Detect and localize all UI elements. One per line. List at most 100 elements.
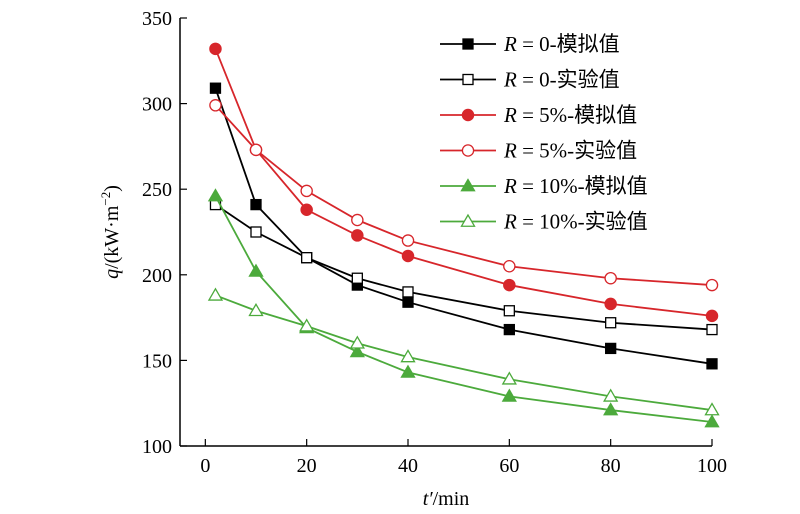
data-point [503, 323, 515, 336]
legend-label-text: = 5%-模拟值 [517, 103, 637, 127]
data-point [501, 371, 517, 385]
data-point [300, 184, 313, 198]
data-point [351, 229, 364, 242]
y-tick-label: 200 [142, 265, 172, 287]
legend-label-text: = 10%-实验值 [517, 210, 648, 234]
y-tick-label: 300 [142, 94, 172, 116]
legend-marker [461, 108, 475, 122]
data-point [604, 297, 617, 311]
data-point [209, 99, 222, 112]
data-point [400, 364, 416, 378]
data-point [603, 388, 619, 402]
data-point [209, 42, 222, 56]
legend-label: R = 5%-实验值 [503, 139, 637, 163]
legend-item: R = 5%-模拟值 [440, 103, 637, 127]
legend-label: R = 5%-模拟值 [503, 103, 637, 127]
data-point [401, 249, 415, 263]
y-tick-label: 150 [142, 350, 172, 372]
y-axis-label-var: q [101, 269, 123, 279]
legend-label-var: R [503, 139, 517, 163]
data-point [605, 342, 617, 355]
y-tick-label: 250 [142, 179, 172, 201]
data-point [209, 82, 222, 94]
legend-item: R = 0-实验值 [440, 68, 620, 92]
data-point [603, 402, 619, 416]
data-point [402, 296, 414, 308]
data-point [250, 198, 262, 211]
x-tick-label: 80 [601, 455, 621, 477]
legend-label-var: R [503, 68, 517, 92]
data-point [705, 278, 719, 292]
legend-marker [462, 38, 474, 50]
data-point [503, 278, 516, 292]
data-point [401, 234, 415, 247]
y-axis-label-unit: /(kW·m [101, 205, 123, 269]
legend-marker [461, 144, 475, 157]
series-4 [209, 99, 719, 292]
series-line [214, 104, 713, 286]
data-point [248, 302, 264, 317]
data-point [503, 259, 516, 273]
legend-label: R = 0-实验值 [503, 68, 620, 92]
x-tick-label: 60 [499, 455, 519, 477]
series-layer [207, 42, 720, 428]
data-point [402, 286, 414, 298]
legend-item: R = 5%-实验值 [440, 139, 637, 163]
x-axis-label-unit: /min [433, 488, 470, 510]
data-point [604, 271, 617, 285]
legend-label-text: = 0-实验值 [517, 68, 620, 92]
axes: 0 20 40 60 80 100 100 150 200 250 300 350 [142, 8, 727, 477]
data-point [207, 188, 224, 202]
data-point [349, 344, 365, 358]
data-point [706, 358, 718, 370]
y-axis-label: q/(kW·m−2) [98, 185, 123, 279]
x-tick-label: 40 [398, 455, 418, 477]
x-tick-label: 20 [297, 455, 317, 477]
data-point [349, 335, 365, 349]
data-point [705, 309, 719, 323]
data-point [704, 414, 720, 428]
series-line [214, 203, 713, 331]
legend-label-var: R [503, 174, 517, 198]
y-tick-label: 100 [142, 436, 172, 458]
data-point [351, 272, 363, 284]
data-point [501, 388, 517, 402]
legend-label-text: = 0-模拟值 [517, 32, 620, 56]
legend-marker [462, 73, 474, 86]
legend-label-text: = 5%-实验值 [517, 139, 637, 163]
series-6 [207, 287, 720, 416]
series-line [214, 87, 713, 365]
data-point [207, 287, 224, 301]
legend-label: R = 10%-模拟值 [503, 174, 648, 198]
legend-label-var: R [503, 32, 517, 56]
series-2 [209, 198, 718, 336]
legend-item: R = 0-模拟值 [440, 32, 620, 56]
x-tick-label: 100 [697, 455, 727, 477]
data-point [503, 305, 515, 317]
data-point [250, 226, 262, 238]
data-point [249, 143, 263, 157]
data-point [299, 318, 315, 332]
data-point [248, 263, 264, 277]
legend-label-text: = 10%-模拟值 [517, 174, 648, 198]
legend-label: R = 10%-实验值 [503, 210, 648, 234]
legend-item: R = 10%-模拟值 [440, 174, 648, 198]
series-line [215, 294, 713, 411]
data-point [300, 203, 313, 216]
series-line [214, 195, 713, 423]
legend-marker [460, 213, 476, 227]
legend-marker [460, 178, 476, 192]
y-axis-label-sup: −2 [98, 192, 113, 206]
data-point [706, 323, 718, 336]
data-point [400, 349, 416, 363]
legend-item: R = 10%-实验值 [440, 210, 648, 234]
x-tick-label: 0 [200, 455, 210, 477]
y-axis-label-close: ) [101, 185, 123, 192]
x-axis-label-var: t′ [423, 488, 434, 510]
legend-label-var: R [503, 103, 517, 127]
data-point [351, 213, 364, 227]
data-point [605, 317, 617, 329]
data-point [301, 252, 313, 264]
